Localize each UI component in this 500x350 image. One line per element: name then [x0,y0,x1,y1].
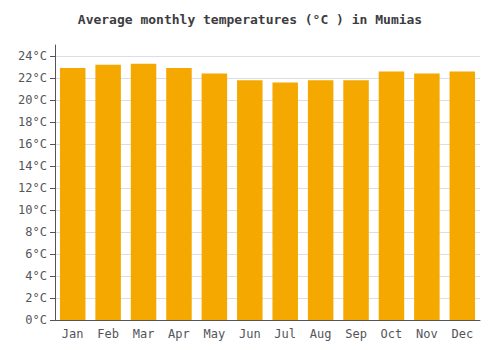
svg-text:Jun: Jun [239,327,261,341]
svg-text:Feb: Feb [97,327,119,341]
svg-text:24°C: 24°C [18,49,47,63]
svg-text:Aug: Aug [310,327,332,341]
svg-text:12°C: 12°C [18,181,47,195]
svg-text:Sep: Sep [345,327,367,341]
svg-text:4°C: 4°C [25,269,47,283]
svg-text:Apr: Apr [168,327,190,341]
svg-text:Oct: Oct [381,327,403,341]
svg-text:2°C: 2°C [25,291,47,305]
svg-text:10°C: 10°C [18,203,47,217]
svg-text:20°C: 20°C [18,93,47,107]
svg-text:May: May [204,327,226,341]
svg-text:Nov: Nov [416,327,438,341]
svg-text:16°C: 16°C [18,137,47,151]
svg-text:6°C: 6°C [25,247,47,261]
svg-text:Dec: Dec [451,327,473,341]
svg-text:18°C: 18°C [18,115,47,129]
svg-text:Mar: Mar [133,327,155,341]
svg-text:14°C: 14°C [18,159,47,173]
svg-text:0°C: 0°C [25,313,47,327]
svg-text:Average monthly temperatures (: Average monthly temperatures (°C ) in Mu… [78,12,422,27]
svg-text:22°C: 22°C [18,71,47,85]
svg-text:Jan: Jan [62,327,84,341]
svg-text:Jul: Jul [274,327,296,341]
svg-text:8°C: 8°C [25,225,47,239]
